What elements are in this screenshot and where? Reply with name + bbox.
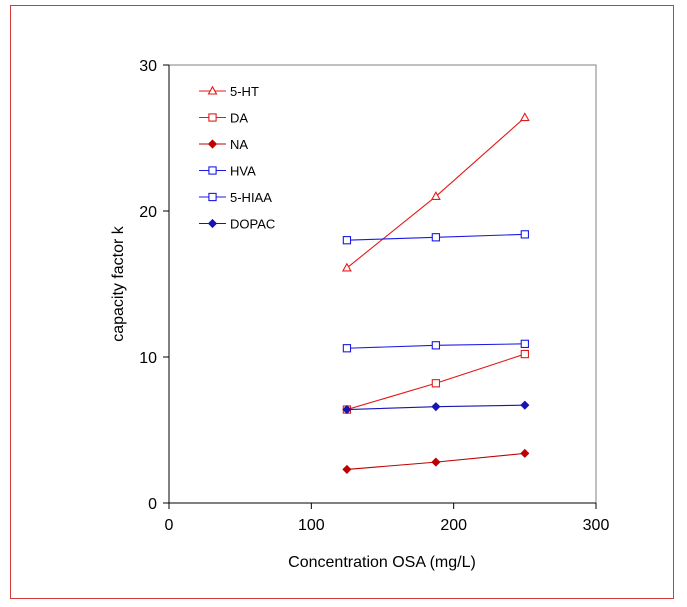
data-point xyxy=(342,464,352,474)
plot-frame xyxy=(168,64,597,504)
data-point xyxy=(520,448,530,458)
legend-item: 5-HIAA xyxy=(199,190,272,205)
legend: 5-HT DA NA HVA 5-HIAA DOPAC xyxy=(199,84,275,232)
x-tick-label: 300 xyxy=(583,517,610,534)
chart-canvas: 0 100 200 300 0 10 20 30 5-HT DA NA HVA 5-HIAA DOPAC… xyxy=(110,58,609,571)
chart-figure: 0 100 200 300 0 10 20 30 5-HT DA NA HVA 5-HIAA DOPAC… xyxy=(10,5,674,599)
series-5-hiaa xyxy=(342,339,529,353)
data-point xyxy=(520,230,529,239)
axes: 0 100 200 300 0 10 20 30 xyxy=(139,58,609,534)
x-axis-label: Concentration OSA (mg/L) xyxy=(288,554,476,571)
data-point xyxy=(341,262,352,272)
plot-area xyxy=(168,64,597,504)
legend-marker xyxy=(208,166,217,175)
y-tick-label: 0 xyxy=(148,496,157,513)
series-hva xyxy=(342,230,529,245)
data-point xyxy=(431,233,441,242)
legend-item: HVA xyxy=(199,164,256,179)
legend-marker xyxy=(208,113,217,122)
legend-item: DOPAC xyxy=(199,217,275,232)
legend-label: NA xyxy=(230,137,248,152)
data-point xyxy=(431,457,441,467)
data-point xyxy=(431,402,441,412)
data-point xyxy=(520,349,529,359)
series-na xyxy=(342,448,530,474)
legend-item: DA xyxy=(199,111,248,126)
legend-marker xyxy=(207,85,218,95)
y-axis-label: capacity factor k xyxy=(110,225,127,342)
data-point xyxy=(520,400,530,410)
legend-label: HVA xyxy=(230,164,256,179)
legend-label: DOPAC xyxy=(230,217,275,232)
data-point xyxy=(342,236,352,245)
data-point xyxy=(519,112,530,122)
series-dopac xyxy=(342,400,530,415)
legend-label: 5-HT xyxy=(230,84,259,99)
legend-item: 5-HT xyxy=(199,84,259,99)
x-tick-label: 0 xyxy=(165,517,174,534)
x-tick-label: 200 xyxy=(440,517,467,534)
data-point xyxy=(520,339,529,349)
data-point xyxy=(342,344,352,353)
data-point xyxy=(431,379,441,388)
legend-label: 5-HIAA xyxy=(230,190,272,205)
data-point xyxy=(431,341,441,350)
data-point xyxy=(430,191,441,200)
series-layer xyxy=(341,112,530,474)
y-tick-label: 20 xyxy=(139,204,157,221)
legend-marker xyxy=(208,192,217,202)
legend-marker xyxy=(207,218,218,229)
x-tick-label: 100 xyxy=(298,517,325,534)
series-5-ht xyxy=(341,112,530,272)
legend-marker xyxy=(207,139,218,149)
legend-label: DA xyxy=(230,111,248,126)
data-point xyxy=(342,404,352,415)
y-tick-label: 30 xyxy=(139,58,157,75)
y-tick-label: 10 xyxy=(139,350,157,367)
legend-item: NA xyxy=(199,137,248,152)
